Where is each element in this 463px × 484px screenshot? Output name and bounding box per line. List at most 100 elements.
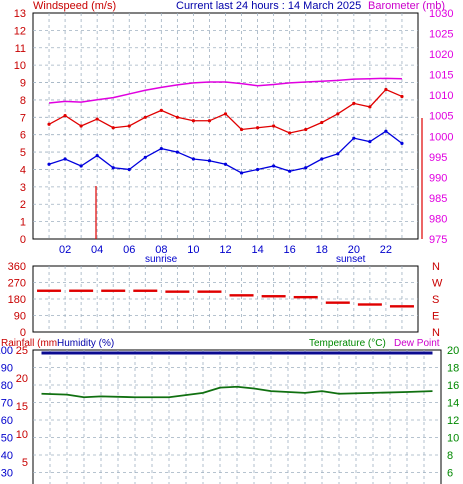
barometer-tick-label: 1020 <box>429 49 453 61</box>
direction-tick-label: 360 <box>8 261 26 273</box>
temperature-tick-label: 8 <box>447 450 453 462</box>
direction-mark <box>357 303 382 306</box>
windspeed-point <box>223 162 228 166</box>
windspeed-tick-label: 1 <box>20 217 26 229</box>
direction-panel-grid <box>33 266 418 332</box>
direction-tick-label: 0 <box>20 327 26 339</box>
direction-mark <box>101 289 126 292</box>
barometer-tick-label: 980 <box>429 213 447 225</box>
barometer-tick-label: 985 <box>429 193 447 205</box>
series-points <box>47 87 404 175</box>
humidity-tick-label: 100 <box>0 345 13 357</box>
compass-label: E <box>432 311 439 323</box>
windspeed-point <box>79 164 83 168</box>
sunrise-label: sunrise <box>145 254 178 265</box>
rainfall-tick-label: 10 <box>16 429 28 441</box>
humidity-axis: 1009080706050403020 <box>0 345 13 480</box>
gust-point <box>79 124 83 128</box>
temperature-series <box>41 385 433 399</box>
direction-mark <box>293 295 318 299</box>
period-title: Current last 24 hours : 14 March 2025 <box>176 0 361 12</box>
windspeed-tick-label: 4 <box>20 164 26 176</box>
windspeed-point <box>207 159 212 163</box>
windspeed-tick-label: 5 <box>20 147 26 159</box>
gust-point <box>63 113 67 118</box>
windspeed-tick-label: 11 <box>15 43 26 55</box>
windspeed-point <box>320 157 324 161</box>
gust-point <box>111 126 115 130</box>
rainfall-tick-label: 15 <box>16 401 28 413</box>
windspeed-point <box>175 150 179 154</box>
humidity-label: Humidity (%) <box>57 338 114 349</box>
gust-point <box>255 126 260 130</box>
gust-point <box>175 115 179 119</box>
barometer-tick-label: 1025 <box>429 29 453 41</box>
direction-degree-axis: 0 90 180 270 360 <box>8 261 26 339</box>
windspeed-point <box>272 164 276 168</box>
temperature-label: Temperature (°C) <box>309 338 386 349</box>
direction-mark <box>389 305 414 308</box>
temperature-axis: 201816141210864 <box>447 345 459 480</box>
compass-label: N <box>432 327 440 339</box>
gust-point <box>143 115 147 119</box>
hour-tick-label: 16 <box>284 244 296 256</box>
windspeed-tick-label: 12 <box>14 25 26 37</box>
direction-mark <box>261 295 286 298</box>
wind-panel-grid <box>33 13 418 239</box>
hour-tick-label: 10 <box>187 244 199 256</box>
hour-tick-label: 14 <box>251 244 263 256</box>
gust-point <box>288 131 292 135</box>
windspeed-tick-label: 7 <box>20 112 26 124</box>
direction-tick-label: 90 <box>14 311 26 323</box>
windspeed-point <box>255 167 260 172</box>
gust-point <box>352 101 356 105</box>
direction-mark <box>165 290 190 293</box>
windspeed-point <box>400 141 404 145</box>
windspeed-point <box>368 140 372 144</box>
gust-point <box>239 127 244 132</box>
gust-point <box>47 122 51 126</box>
windspeed-tick-label: 9 <box>20 78 26 90</box>
gust-point <box>368 105 372 109</box>
barometer-tick-label: 1005 <box>429 111 453 123</box>
gust-point <box>127 124 131 128</box>
gust-point <box>207 119 212 123</box>
direction-series <box>37 289 414 308</box>
hour-tick-label: 02 <box>59 244 71 256</box>
windspeed-point <box>159 147 163 151</box>
humidity-tick-label: 60 <box>1 415 13 427</box>
gust-point <box>191 119 196 123</box>
direction-mark <box>229 294 254 297</box>
direction-tick-label: 270 <box>8 278 26 290</box>
humidity-tick-label: 40 <box>1 450 13 462</box>
humidity-tick-label: 80 <box>1 380 13 392</box>
temperature-tick-label: 14 <box>447 398 459 410</box>
temperature-tick-label: 20 <box>447 345 459 357</box>
windspeed-point <box>239 171 244 175</box>
gust-point <box>272 124 276 128</box>
direction-mark <box>133 289 158 292</box>
windspeed-point <box>47 162 51 166</box>
windspeed-point <box>127 167 131 172</box>
gust-point <box>384 87 388 92</box>
barometer-series <box>48 77 402 104</box>
humidity-tick-label: 70 <box>1 398 13 410</box>
windspeed-point <box>111 166 115 170</box>
hour-tick-label: 12 <box>219 244 231 256</box>
temperature-tick-label: 12 <box>447 415 459 427</box>
barometer-tick-label: 995 <box>429 152 447 164</box>
barometer-tick-label: 975 <box>429 234 447 246</box>
windspeed-point <box>63 157 67 161</box>
rainfall-axis: 2520151050 <box>16 345 28 469</box>
humidity-tick-label: 50 <box>1 433 13 445</box>
barometer-tick-label: 990 <box>429 172 447 184</box>
windspeed-point <box>352 136 356 140</box>
barometer-tick-label: 1015 <box>429 70 453 82</box>
hour-tick-label: 20 <box>348 244 360 256</box>
gust-point <box>400 94 404 99</box>
windspeed-title: Windspeed (m/s) <box>33 0 116 12</box>
gust-point <box>159 108 163 112</box>
hour-axis: 02 04 06 08 10 12 14 16 18 20 22 <box>59 244 392 256</box>
